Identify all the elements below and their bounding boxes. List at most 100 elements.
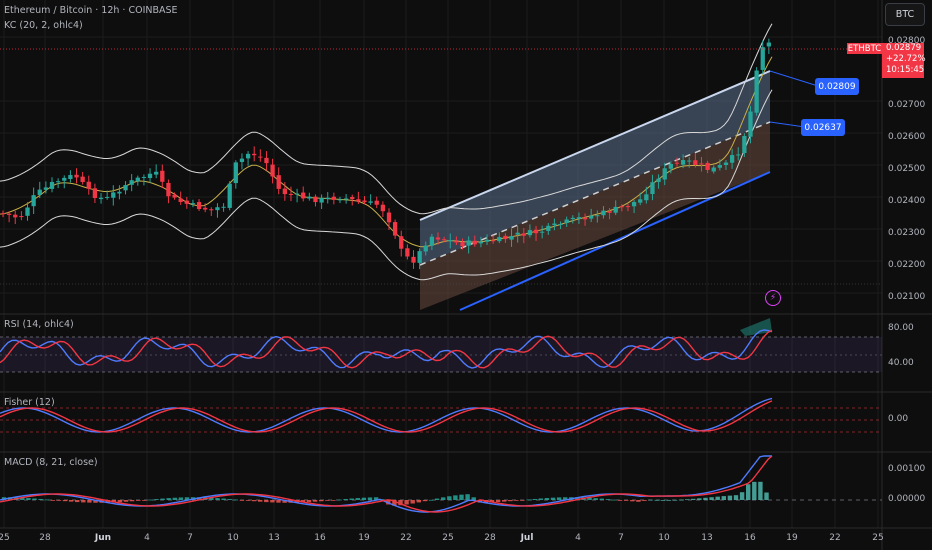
candle[interactable] (491, 235, 496, 244)
candle[interactable] (399, 230, 404, 257)
rsi-pane[interactable] (0, 318, 882, 373)
candle[interactable] (705, 160, 710, 174)
candle[interactable] (601, 206, 606, 219)
candle[interactable] (484, 234, 490, 246)
candle[interactable] (43, 181, 49, 194)
candle[interactable] (215, 203, 220, 218)
candle[interactable] (582, 213, 588, 226)
candle[interactable] (92, 183, 98, 203)
candle[interactable] (68, 170, 73, 183)
candle[interactable] (0, 210, 6, 218)
candle[interactable] (405, 244, 410, 260)
candle[interactable] (135, 175, 140, 186)
candle[interactable] (748, 106, 753, 144)
candle[interactable] (270, 158, 275, 184)
candle[interactable] (25, 202, 30, 221)
candle[interactable] (546, 223, 551, 235)
candle[interactable] (386, 208, 392, 230)
candle[interactable] (239, 153, 245, 170)
candle[interactable] (245, 151, 251, 166)
candle[interactable] (80, 171, 85, 185)
candle[interactable] (13, 210, 18, 225)
candle[interactable] (680, 154, 686, 169)
candle[interactable] (203, 203, 208, 213)
upper-target-label[interactable]: 0.02809 (815, 78, 859, 95)
candle[interactable] (521, 228, 526, 244)
rsi-title[interactable]: RSI (14, ohlc4) (4, 319, 74, 330)
candle[interactable] (31, 187, 36, 214)
candle[interactable] (729, 148, 735, 169)
candles[interactable] (0, 38, 772, 270)
candle[interactable] (552, 218, 557, 231)
macd-pane[interactable] (0, 455, 882, 513)
candle[interactable] (472, 235, 477, 247)
mid-target-label[interactable]: 0.02637 (801, 119, 845, 136)
candle[interactable] (527, 224, 533, 238)
candle[interactable] (301, 186, 306, 202)
candle[interactable] (454, 236, 459, 246)
channel-mid-line[interactable] (419, 121, 771, 266)
candle[interactable] (276, 167, 281, 195)
candle[interactable] (55, 178, 61, 189)
candle[interactable] (86, 175, 91, 195)
candle[interactable] (448, 233, 453, 249)
candle[interactable] (380, 201, 386, 217)
candle[interactable] (760, 40, 765, 74)
fisher-title[interactable]: Fisher (12) (4, 397, 55, 408)
candle[interactable] (613, 200, 618, 216)
candle[interactable] (674, 157, 680, 167)
candle[interactable] (337, 196, 343, 204)
candle[interactable] (460, 238, 465, 250)
lightning-icon[interactable]: ⚡ (765, 290, 781, 306)
candle[interactable] (411, 250, 416, 269)
candle[interactable] (742, 133, 747, 157)
candle[interactable] (331, 192, 337, 205)
candle[interactable] (123, 181, 128, 195)
candle[interactable] (129, 174, 134, 192)
candle[interactable] (227, 181, 232, 211)
candle[interactable] (392, 219, 398, 239)
candle[interactable] (282, 182, 287, 201)
candle[interactable] (362, 196, 367, 205)
candle[interactable] (74, 168, 79, 184)
candle[interactable] (693, 153, 698, 168)
candle[interactable] (307, 192, 312, 201)
candle[interactable] (313, 194, 318, 207)
candle[interactable] (178, 191, 183, 205)
candle[interactable] (98, 193, 104, 204)
candle[interactable] (258, 149, 263, 162)
candle[interactable] (264, 151, 269, 171)
candle[interactable] (687, 157, 692, 168)
candle[interactable] (154, 164, 159, 179)
candle[interactable] (607, 207, 612, 220)
candle[interactable] (478, 236, 484, 248)
candle[interactable] (141, 174, 147, 186)
candle[interactable] (252, 146, 257, 162)
candle[interactable] (209, 207, 214, 216)
candle[interactable] (699, 157, 704, 172)
candle[interactable] (196, 199, 202, 212)
candle[interactable] (350, 194, 355, 206)
candle[interactable] (595, 210, 600, 223)
candle[interactable] (190, 199, 196, 208)
candle[interactable] (19, 211, 24, 221)
candle[interactable] (441, 236, 447, 243)
macd-title[interactable]: MACD (8, 21, close) (4, 457, 98, 468)
candle[interactable] (343, 194, 349, 204)
candle[interactable] (288, 186, 294, 202)
candle[interactable] (668, 161, 673, 174)
candle[interactable] (497, 232, 502, 244)
candle[interactable] (736, 147, 741, 161)
symbol-title[interactable]: Ethereum / Bitcoin · 12h · COINBASE (4, 5, 178, 16)
candle[interactable] (589, 208, 594, 223)
candle[interactable] (540, 225, 545, 239)
candle[interactable] (221, 203, 226, 212)
candle[interactable] (644, 186, 649, 204)
candle[interactable] (374, 196, 379, 209)
candle[interactable] (711, 165, 716, 174)
candle[interactable] (417, 248, 422, 270)
candle[interactable] (619, 204, 624, 212)
candle[interactable] (533, 225, 539, 241)
candle[interactable] (429, 233, 435, 251)
